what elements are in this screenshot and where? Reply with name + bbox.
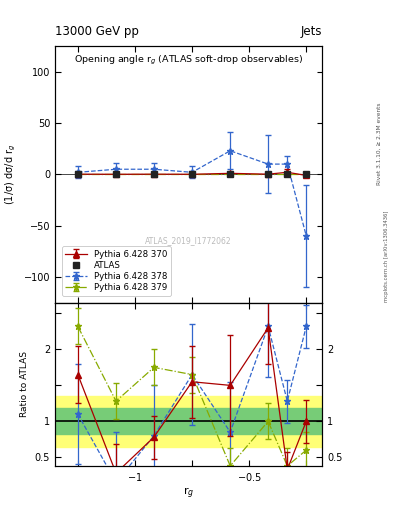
- Bar: [55, 409, 322, 434]
- Line: ATLAS: ATLAS: [75, 172, 309, 177]
- ATLAS: [75, 172, 80, 178]
- ATLAS: [152, 172, 156, 178]
- X-axis label: r$_g$: r$_g$: [183, 485, 194, 501]
- ATLAS: [285, 172, 290, 178]
- Text: mcplots.cern.ch [arXiv:1306.3436]: mcplots.cern.ch [arXiv:1306.3436]: [384, 210, 389, 302]
- Y-axis label: Ratio to ATLAS: Ratio to ATLAS: [20, 351, 29, 417]
- Text: Jets: Jets: [301, 26, 322, 38]
- ATLAS: [190, 172, 195, 178]
- Text: Opening angle r$_g$ (ATLAS soft-drop observables): Opening angle r$_g$ (ATLAS soft-drop obs…: [74, 54, 303, 67]
- ATLAS: [228, 172, 233, 178]
- Text: Rivet 3.1.10, ≥ 2.3M events: Rivet 3.1.10, ≥ 2.3M events: [377, 102, 382, 185]
- Text: ATLAS_2019_I1772062: ATLAS_2019_I1772062: [145, 237, 232, 246]
- Bar: [55, 396, 322, 446]
- Text: 13000 GeV pp: 13000 GeV pp: [55, 26, 139, 38]
- Legend: Pythia 6.428 370, ATLAS, Pythia 6.428 378, Pythia 6.428 379: Pythia 6.428 370, ATLAS, Pythia 6.428 37…: [62, 246, 171, 296]
- ATLAS: [266, 172, 270, 178]
- Y-axis label: (1/σ) dσ/d r$_g$: (1/σ) dσ/d r$_g$: [4, 144, 18, 205]
- ATLAS: [114, 172, 118, 178]
- ATLAS: [304, 172, 309, 178]
